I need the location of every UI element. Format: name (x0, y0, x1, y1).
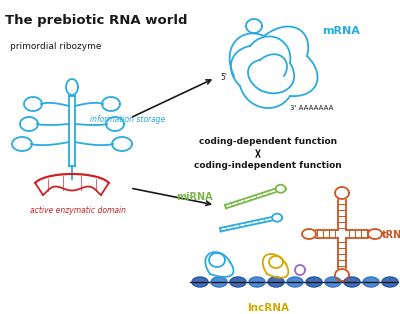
Polygon shape (325, 277, 341, 287)
Text: 3' AAAAAAA: 3' AAAAAAA (290, 105, 333, 111)
Text: The prebiotic RNA world: The prebiotic RNA world (5, 14, 188, 27)
Text: primordial ribozyme: primordial ribozyme (10, 42, 102, 51)
Text: miRNA: miRNA (176, 192, 213, 202)
Polygon shape (306, 277, 322, 287)
Polygon shape (382, 277, 398, 287)
Text: lncRNA: lncRNA (247, 303, 289, 313)
Polygon shape (211, 277, 227, 287)
Text: tRNA: tRNA (382, 230, 400, 240)
Text: information storage: information storage (90, 116, 165, 124)
Polygon shape (363, 277, 379, 287)
Polygon shape (230, 277, 246, 287)
Text: coding-independent function: coding-independent function (194, 160, 342, 170)
Text: coding-dependent function: coding-dependent function (199, 138, 337, 147)
Polygon shape (249, 277, 265, 287)
Polygon shape (287, 277, 303, 287)
Polygon shape (344, 277, 360, 287)
Polygon shape (268, 277, 284, 287)
Text: active enzymatic domain: active enzymatic domain (30, 206, 126, 215)
Text: mRNA: mRNA (322, 26, 360, 36)
Polygon shape (192, 277, 208, 287)
Text: 5': 5' (220, 73, 227, 83)
